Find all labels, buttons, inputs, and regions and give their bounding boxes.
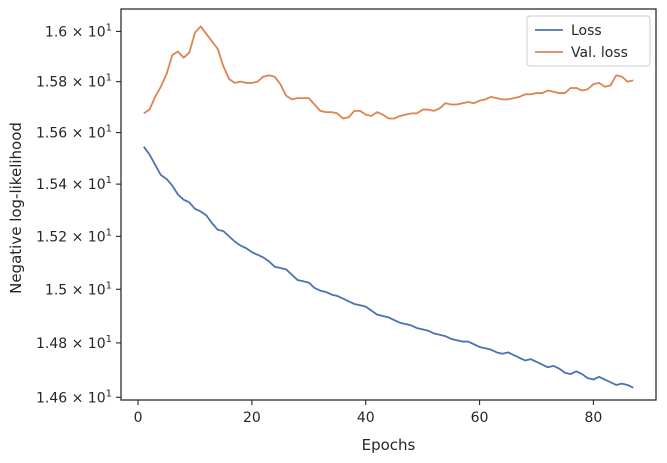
- series-line-loss: [143, 146, 634, 389]
- x-tick-label: 60: [471, 410, 489, 426]
- y-tick-label: 1.56 × 101: [36, 124, 112, 142]
- x-tick-label: 40: [357, 410, 375, 426]
- y-tick-label: 1.5 × 101: [45, 280, 112, 298]
- y-tick-label: 1.48 × 101: [36, 334, 112, 352]
- y-tick-label: 1.54 × 101: [36, 175, 112, 193]
- x-tick-label: 0: [134, 410, 143, 426]
- x-tick-label: 80: [584, 410, 602, 426]
- series-line-val-loss: [143, 25, 634, 120]
- y-tick-label: 1.6 × 101: [45, 22, 112, 40]
- legend: Loss Val. loss: [526, 15, 651, 67]
- y-tick-label: 1.46 × 101: [36, 388, 112, 406]
- legend-box: [526, 15, 651, 67]
- series-lines: [143, 25, 634, 389]
- legend-label: Val. loss: [571, 45, 628, 61]
- y-axis-title: Negative log-likelihood: [7, 122, 25, 294]
- legend-label: Loss: [571, 23, 602, 39]
- y-axis-ticks: 1.46 × 101 1.48 × 101 1.5 × 101 1.52 × 101 1…: [36, 22, 121, 406]
- x-axis-title: Epochs: [362, 436, 416, 454]
- plot-frame: [120, 8, 657, 401]
- x-tick-label: 20: [243, 410, 261, 426]
- y-tick-label: 1.58 × 101: [36, 73, 112, 91]
- x-axis-ticks: 0 20 40 60 80: [134, 400, 602, 426]
- y-tick-label: 1.52 × 101: [36, 227, 112, 245]
